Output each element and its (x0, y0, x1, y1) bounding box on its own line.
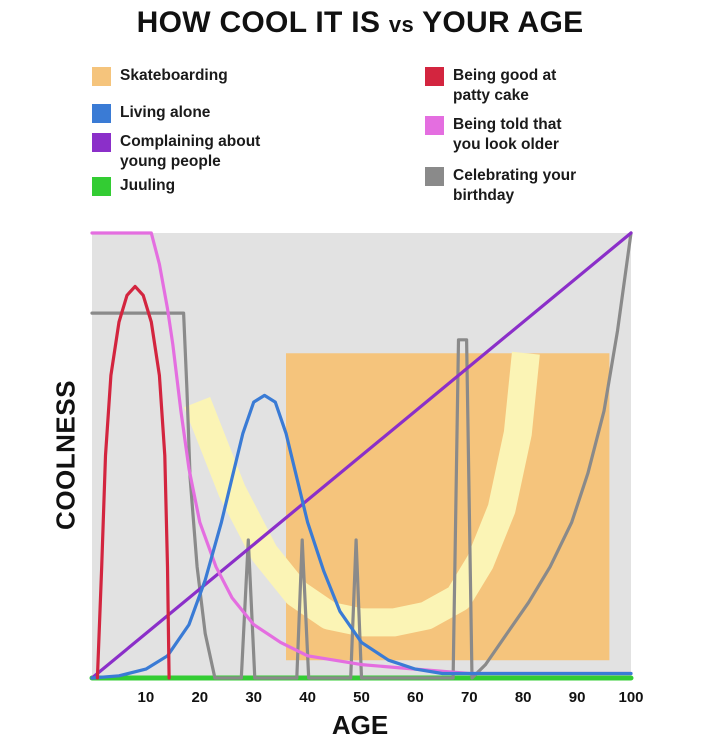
series-complaining-line (90, 231, 633, 680)
x-tick-label: 60 (407, 689, 424, 706)
legend-swatch (92, 104, 111, 123)
legend-label: Juuling (120, 177, 176, 194)
legend-complaining: Complaining about young people (92, 132, 260, 172)
legend-swatch (92, 67, 111, 86)
legend-label: Celebrating your birthday (453, 167, 577, 204)
legend-label: Complaining about young people (120, 133, 261, 170)
title-vs: vs (388, 12, 414, 37)
x-tick-label: 30 (245, 689, 262, 706)
legend-label: Being told that you look older (453, 116, 562, 153)
series-patty-cake-line (95, 284, 171, 680)
legend-label: Living alone (120, 104, 211, 121)
legend-patty-cake: Being good at patty cake (425, 66, 556, 106)
x-tick-label: 10 (138, 689, 155, 706)
legend-celebrating-birthday: Celebrating your birthday (425, 166, 576, 206)
legend-swatch (92, 133, 111, 152)
legend-told-older: Being told that you look older (425, 115, 562, 155)
legend-label: Skateboarding (120, 67, 228, 84)
title-end: YOUR AGE (422, 6, 584, 39)
title-main: HOW COOL IT IS (136, 6, 381, 39)
x-tick-label: 50 (353, 689, 370, 706)
x-tick-label: 80 (515, 689, 532, 706)
legend-skateboarding: Skateboarding (92, 66, 228, 86)
legend-swatch (425, 67, 444, 86)
legend-swatch (425, 167, 444, 186)
series-living-alone-line (90, 393, 633, 680)
y-axis-label: COOLNESS (50, 380, 81, 530)
x-tick-label: 90 (569, 689, 586, 706)
legend-label: Being good at patty cake (453, 67, 557, 104)
legend-juuling: Juuling (92, 176, 175, 196)
x-tick-label: 70 (461, 689, 478, 706)
legend-swatch (92, 177, 111, 196)
legend-living-alone: Living alone (92, 103, 210, 123)
x-tick-label: 40 (299, 689, 316, 706)
series-skateboarding-highlight (184, 351, 540, 637)
series-skateboarding-area (113, 353, 610, 661)
chart-title: HOW COOL IT IS vs YOUR AGE (0, 6, 720, 40)
legend-swatch (425, 116, 444, 135)
x-tick-label: 20 (191, 689, 208, 706)
series-celebrating-birthday-line (90, 231, 633, 680)
x-tick-label: 100 (618, 689, 643, 706)
x-axis-label: AGE (331, 710, 389, 740)
